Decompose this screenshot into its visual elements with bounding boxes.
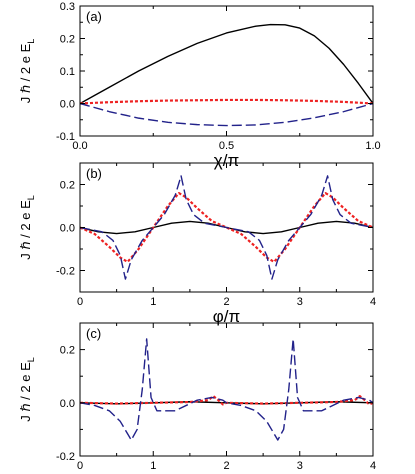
series-line-dashed (80, 175, 373, 280)
plot-frame (79, 322, 374, 457)
x-tick-label: 0 (77, 460, 83, 472)
y-axis-label: J ℏ / 2 e EL (18, 39, 36, 104)
x-tick-label: 1 (150, 296, 156, 308)
y-axis-label-subscript: L (26, 39, 36, 44)
y-tick-label: 0.2 (60, 34, 75, 46)
panel-label: (a) (86, 9, 102, 24)
y-tick-label: 0.3 (60, 1, 75, 13)
x-tick-label: 0.0 (72, 140, 87, 152)
x-axis-label: u/π (214, 471, 240, 474)
series-line-dashed (80, 338, 373, 441)
series-line-dotted (80, 98, 373, 105)
y-axis-label-main: J ℏ / 2 e E (18, 43, 33, 103)
y-axis-label-main: J ℏ / 2 e E (18, 200, 33, 260)
y-axis-label: J ℏ / 2 e EL (18, 195, 36, 260)
chart-panel-1: 0.0 0.5 1.0-0.10.00.10.20.3(a)χ/πJ ℏ / 2 e… (18, 1, 381, 170)
x-tick-label: 1 (150, 460, 156, 472)
y-tick-label: 0.2 (60, 345, 75, 357)
x-tick-label: 1.0 (365, 140, 380, 152)
x-axis-label: χ/π (214, 151, 239, 170)
y-tick-label: 0.2 (60, 180, 75, 192)
y-tick-label: -0.1 (56, 131, 75, 143)
series-line-solid (80, 23, 373, 105)
x-tick-label: 0.5 (219, 140, 234, 152)
series-line-dashed (80, 102, 373, 127)
y-tick-label: 0.0 (60, 99, 75, 111)
x-tick-label: 4 (370, 296, 376, 308)
y-axis-label-subscript: L (26, 195, 36, 200)
plot-frame (79, 5, 374, 137)
x-tick-label: 2 (223, 296, 229, 308)
y-tick-label: 0.0 (60, 223, 75, 235)
y-axis-label-subscript: L (26, 357, 36, 362)
y-axis-label-main: J ℏ / 2 e E (18, 362, 33, 422)
x-tick-label: 0 (77, 296, 83, 308)
panel-label: (c) (86, 326, 101, 341)
y-tick-label: 0.0 (60, 398, 75, 410)
chart-panel-2: 0 1 2 3 4 -0.2 0.0 0.2 (b) φ/π J ℏ / 2 e EL (18, 162, 376, 326)
panel-label: (b) (86, 166, 102, 181)
x-axis-label: φ/π (213, 307, 240, 326)
x-tick-label: 3 (297, 296, 303, 308)
y-tick-label: -0.2 (56, 451, 75, 463)
x-tick-label: 3 (297, 460, 303, 472)
x-tick-label: 2 (223, 460, 229, 472)
series-line-dotted (80, 192, 373, 263)
y-tick-label: 0.1 (60, 66, 75, 78)
y-axis-label: J ℏ / 2 e EL (18, 357, 36, 422)
chart-panel-3: 0 1 2 3 4 -0.2 0.0 0.2 (c) u/π J ℏ / 2 e EL (18, 322, 376, 474)
x-tick-label: 4 (370, 460, 376, 472)
y-tick-label: -0.2 (56, 266, 75, 278)
